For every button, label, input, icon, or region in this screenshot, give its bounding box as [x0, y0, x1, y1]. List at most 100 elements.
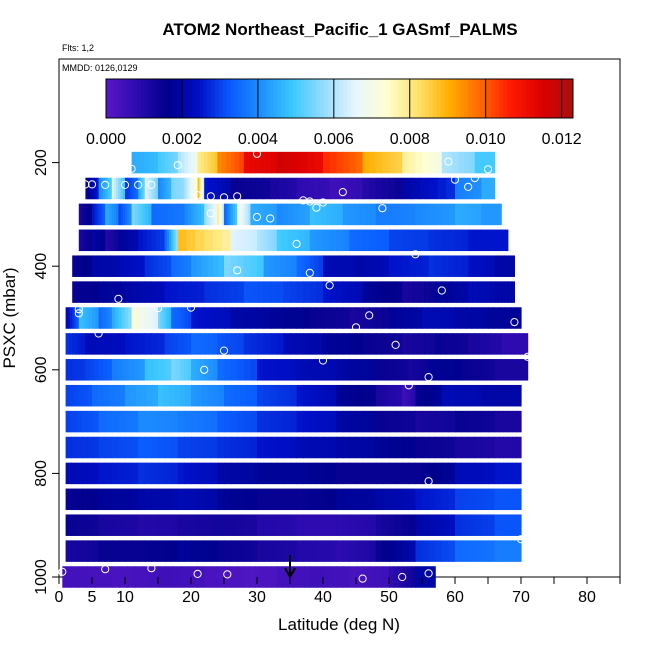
heatmap-cell [87, 203, 91, 226]
heatmap-cell [364, 203, 371, 226]
heatmap-cell [96, 229, 100, 252]
heatmap-cell [276, 566, 283, 588]
heatmap-cell [149, 359, 155, 381]
colorbar-swatch [183, 79, 189, 118]
heatmap-cell [109, 203, 113, 226]
heatmap-cell [270, 540, 278, 562]
heatmap-cell [235, 229, 240, 252]
heatmap-cell [120, 203, 124, 226]
heatmap-cell [514, 384, 522, 407]
heatmap-cell [481, 540, 489, 562]
heatmap-cell [318, 177, 325, 200]
heatmap-cell [138, 281, 146, 303]
heatmap-cell [121, 229, 126, 252]
heatmap-cell [76, 410, 83, 433]
heatmap-cell [131, 514, 139, 536]
heatmap-cell [342, 436, 350, 459]
heatmap-cell [195, 177, 199, 200]
heatmap-cell [257, 177, 265, 200]
colorbar-swatch [565, 79, 570, 118]
heatmap-cell [243, 281, 251, 303]
sample-point [252, 212, 262, 222]
heatmap-cell [369, 566, 377, 588]
sample-point [147, 564, 156, 573]
heatmap-cell [114, 255, 119, 277]
heatmap-cell [345, 255, 352, 277]
heatmap-cell [458, 151, 465, 174]
heatmap-cell [473, 333, 480, 355]
heatmap-cell [191, 359, 196, 381]
heatmap-cell [195, 359, 201, 381]
heatmap-cell [82, 540, 89, 562]
heatmap-cell [369, 540, 377, 562]
heatmap-cell [174, 307, 179, 329]
heatmap-cell [382, 462, 390, 485]
heatmap-cell [349, 462, 357, 485]
heatmap-cell [323, 151, 331, 174]
heatmap-cell [389, 462, 397, 485]
heatmap-cell [349, 151, 357, 174]
heatmap-cell [239, 229, 245, 252]
heatmap-cell [441, 436, 449, 459]
heatmap-cell [303, 384, 311, 407]
heatmap-cell [161, 151, 166, 174]
colorbar-swatch [378, 79, 383, 118]
heatmap-cell [164, 540, 172, 562]
heatmap-cell [230, 410, 238, 433]
sample-point [305, 197, 314, 206]
heatmap-cell [461, 410, 469, 433]
heatmap-cell [329, 566, 337, 588]
heatmap-cell [93, 436, 100, 459]
heatmap-cell [181, 359, 185, 381]
heatmap-cell [118, 488, 126, 511]
heatmap-cell [118, 514, 126, 536]
heatmap-cell [461, 514, 469, 536]
heatmap-cell [230, 514, 238, 536]
heatmap-cell [92, 229, 95, 252]
heatmap-cell [200, 151, 205, 174]
heatmap-cell [342, 333, 350, 355]
heatmap-cell [395, 462, 403, 485]
heatmap-cell [139, 359, 146, 381]
heatmap-cell [418, 566, 423, 588]
heatmap-cell [389, 514, 397, 536]
heatmap-cell [194, 151, 199, 174]
heatmap-cell [435, 255, 443, 277]
heatmap-cell [162, 307, 166, 329]
heatmap-cell [350, 255, 357, 277]
heatmap-cell [191, 436, 199, 459]
heatmap-cell [415, 229, 423, 252]
sample-point [120, 180, 130, 189]
sample-point [193, 191, 202, 200]
heatmap-cell [422, 488, 430, 511]
heatmap-cell [481, 436, 489, 459]
heatmap-cell [103, 203, 106, 226]
heatmap-cell [448, 540, 456, 562]
heatmap-cell [272, 203, 278, 226]
heatmap-cell [309, 384, 317, 407]
colorbar-swatch [390, 79, 395, 118]
heatmap-cell [226, 177, 232, 200]
heatmap-cell [440, 333, 447, 355]
heatmap-cell [303, 462, 311, 485]
heatmap-cell [273, 229, 278, 252]
heatmap-cell [296, 359, 304, 381]
heatmap-cell [197, 307, 205, 329]
heatmap-cell [316, 307, 324, 329]
heatmap-cell [210, 410, 218, 433]
heatmap-cell [507, 540, 513, 562]
heatmap-cell [249, 151, 256, 174]
heatmap-cell [125, 514, 133, 536]
heatmap-cell [474, 410, 482, 433]
heatmap-cell [309, 333, 317, 355]
heatmap-cell [287, 177, 293, 200]
heatmap-cell [375, 281, 383, 303]
heatmap-cell [226, 151, 232, 174]
heatmap-cell [68, 333, 73, 355]
heatmap-cell [461, 229, 469, 252]
heatmap-cell [263, 307, 271, 329]
heatmap-cell [128, 359, 135, 381]
heatmap-cell [329, 514, 337, 536]
heatmap-cell [389, 255, 397, 277]
heatmap-cell [166, 359, 172, 381]
